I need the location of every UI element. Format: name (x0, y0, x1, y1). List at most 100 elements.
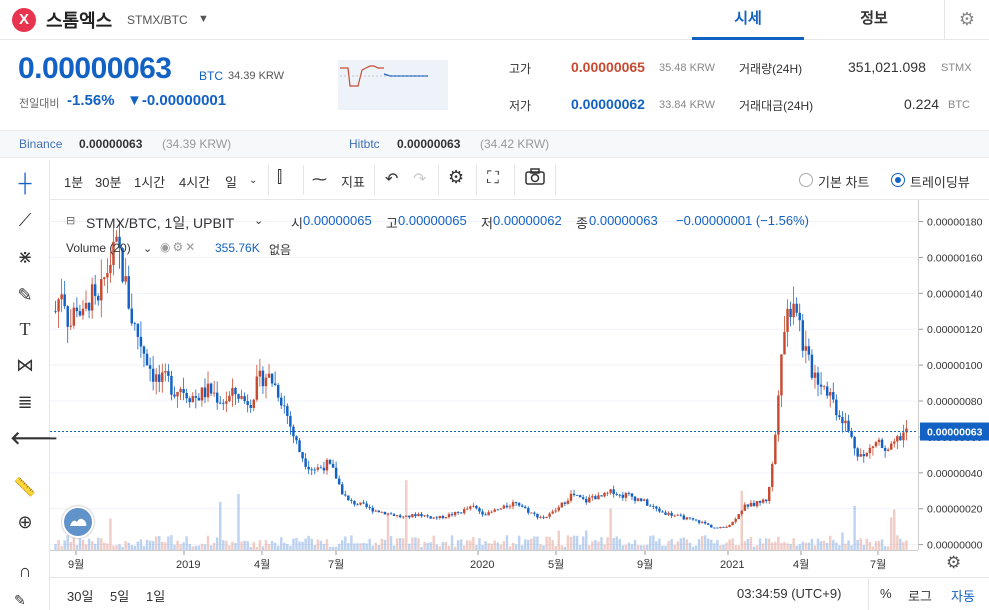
volume-bar (838, 545, 841, 550)
pattern-icon[interactable]: ⋈ (16, 355, 34, 375)
candle-body (395, 515, 399, 517)
axis-settings-icon[interactable]: ⚙ (946, 553, 962, 572)
text-tool-icon[interactable]: T (19, 319, 31, 339)
tab-info[interactable]: 정보 (860, 10, 888, 27)
tradingview-label[interactable]: 트레이딩뷰 (910, 175, 970, 190)
low-value: 0.00000062 (571, 96, 645, 112)
volume-bar (536, 536, 539, 550)
volume-bar (664, 545, 667, 550)
volume-bar (905, 540, 908, 550)
volume-bar (66, 535, 69, 550)
volume-bar (212, 542, 216, 550)
volume-bar (511, 542, 515, 550)
volume-bar (106, 543, 109, 550)
arrow-left-icon[interactable]: 🡐 (10, 428, 59, 448)
volume-bar (121, 546, 124, 550)
candle-body (289, 415, 292, 427)
volume-bar (517, 535, 521, 550)
candle-body (789, 308, 792, 318)
magnet-icon[interactable]: ∩ (18, 561, 32, 581)
candle-body (212, 392, 216, 394)
range-5d[interactable]: 5일 (110, 589, 130, 604)
range-1d[interactable]: 1일 (146, 589, 166, 604)
interval-1h[interactable]: 1시간 (134, 175, 166, 190)
interval-1m[interactable]: 1분 (64, 175, 84, 190)
fib-icon[interactable]: ≣ (17, 392, 33, 412)
pitchfork-icon[interactable]: ⋇ (17, 247, 33, 267)
brush-icon[interactable]: ✎ (17, 285, 33, 305)
tradingview-radio[interactable] (891, 173, 905, 187)
candle-body (902, 432, 905, 441)
auto-toggle[interactable]: 자동 (951, 589, 975, 604)
interval-4h[interactable]: 4시간 (179, 175, 211, 190)
settings-icon[interactable]: ⚙ (448, 167, 465, 187)
volume-bar (697, 539, 701, 550)
exchange-name: Hitbtc (349, 137, 380, 151)
undo-icon[interactable]: ↶ (385, 171, 399, 188)
chevron-down-icon[interactable]: ▼ (198, 13, 209, 25)
log-toggle[interactable]: 로그 (908, 589, 932, 604)
chevron-down-icon[interactable]: ⌄ (143, 243, 153, 255)
trend-line-icon[interactable]: ⟋ (18, 210, 32, 230)
candle-body (505, 505, 509, 508)
volume-bar (63, 540, 66, 550)
indicator-button[interactable]: 지표 (341, 175, 365, 190)
candle-body (768, 486, 771, 502)
candle-body (69, 325, 72, 327)
candle-body (606, 492, 609, 494)
indicator-icon[interactable]: ⁓ (312, 171, 327, 188)
interval-1d[interactable]: 일 (225, 175, 237, 190)
candle-body (487, 512, 490, 516)
basic-chart-radio[interactable] (799, 173, 813, 187)
volume-bar (133, 545, 137, 550)
tab-price[interactable]: 시세 (692, 0, 804, 40)
candle-body (206, 383, 210, 398)
candle-body (554, 510, 557, 512)
range-30d[interactable]: 30일 (67, 589, 94, 604)
camera-icon[interactable] (524, 167, 546, 190)
candle-body (429, 516, 432, 519)
volume-bar (548, 536, 551, 550)
amount-24h-value: 0.224 (904, 96, 940, 112)
candle-body (670, 512, 673, 516)
volume-bar (761, 543, 765, 550)
fullscreen-icon[interactable]: ⛶ (487, 168, 499, 187)
volume-bar (371, 545, 374, 550)
candle-body (444, 517, 448, 519)
price-axis[interactable]: 0.000000000.000000200.000000400.00000060… (918, 200, 989, 552)
zoom-in-icon[interactable]: ⊕ (17, 512, 33, 532)
volume-bar (484, 541, 487, 550)
volume-bar (450, 535, 454, 550)
price-chart[interactable] (50, 200, 918, 550)
exchange-strip (0, 130, 989, 158)
volume-bar (624, 544, 628, 550)
lock-icon[interactable]: ✎ (14, 592, 26, 608)
volume-bar (240, 541, 243, 550)
candle-body (337, 478, 341, 485)
volume-bar (398, 537, 402, 550)
percent-toggle[interactable]: % (880, 586, 892, 601)
volume-bar (93, 543, 97, 550)
crosshair-icon[interactable]: ┼ (18, 173, 32, 193)
gear-icon[interactable]: ⚙ (944, 0, 989, 40)
chevron-down-icon[interactable]: ⌄ (249, 175, 258, 186)
basic-chart-label[interactable]: 기본 차트 (818, 175, 870, 190)
collapse-icon[interactable]: ⊟ (66, 215, 76, 227)
candle-body (499, 508, 503, 510)
ruler-icon[interactable]: 📏 (13, 477, 37, 497)
time-axis[interactable]: 9월 2019 4월 7월 2020 5월 9월 2021 4월 7월 (50, 550, 918, 576)
chevron-down-icon[interactable]: ⌄ (254, 215, 264, 227)
volume-bar (865, 538, 869, 550)
volume-controls-icon[interactable]: ◉⚙✕ (160, 240, 198, 254)
redo-icon[interactable]: ↷ (413, 171, 427, 188)
clock: 03:34:59 (UTC+9) (737, 586, 842, 601)
tradingview-logo-icon[interactable] (62, 506, 94, 538)
candle-body (679, 514, 682, 516)
interval-30m[interactable]: 30분 (95, 175, 122, 190)
candle-body (328, 459, 332, 464)
candle-type-icon[interactable]: ⫿ (277, 169, 283, 186)
volume-bar (890, 517, 893, 550)
volume-bar (313, 544, 316, 550)
volume-bar (783, 541, 786, 550)
current-price: 0.00000063 (18, 52, 172, 85)
